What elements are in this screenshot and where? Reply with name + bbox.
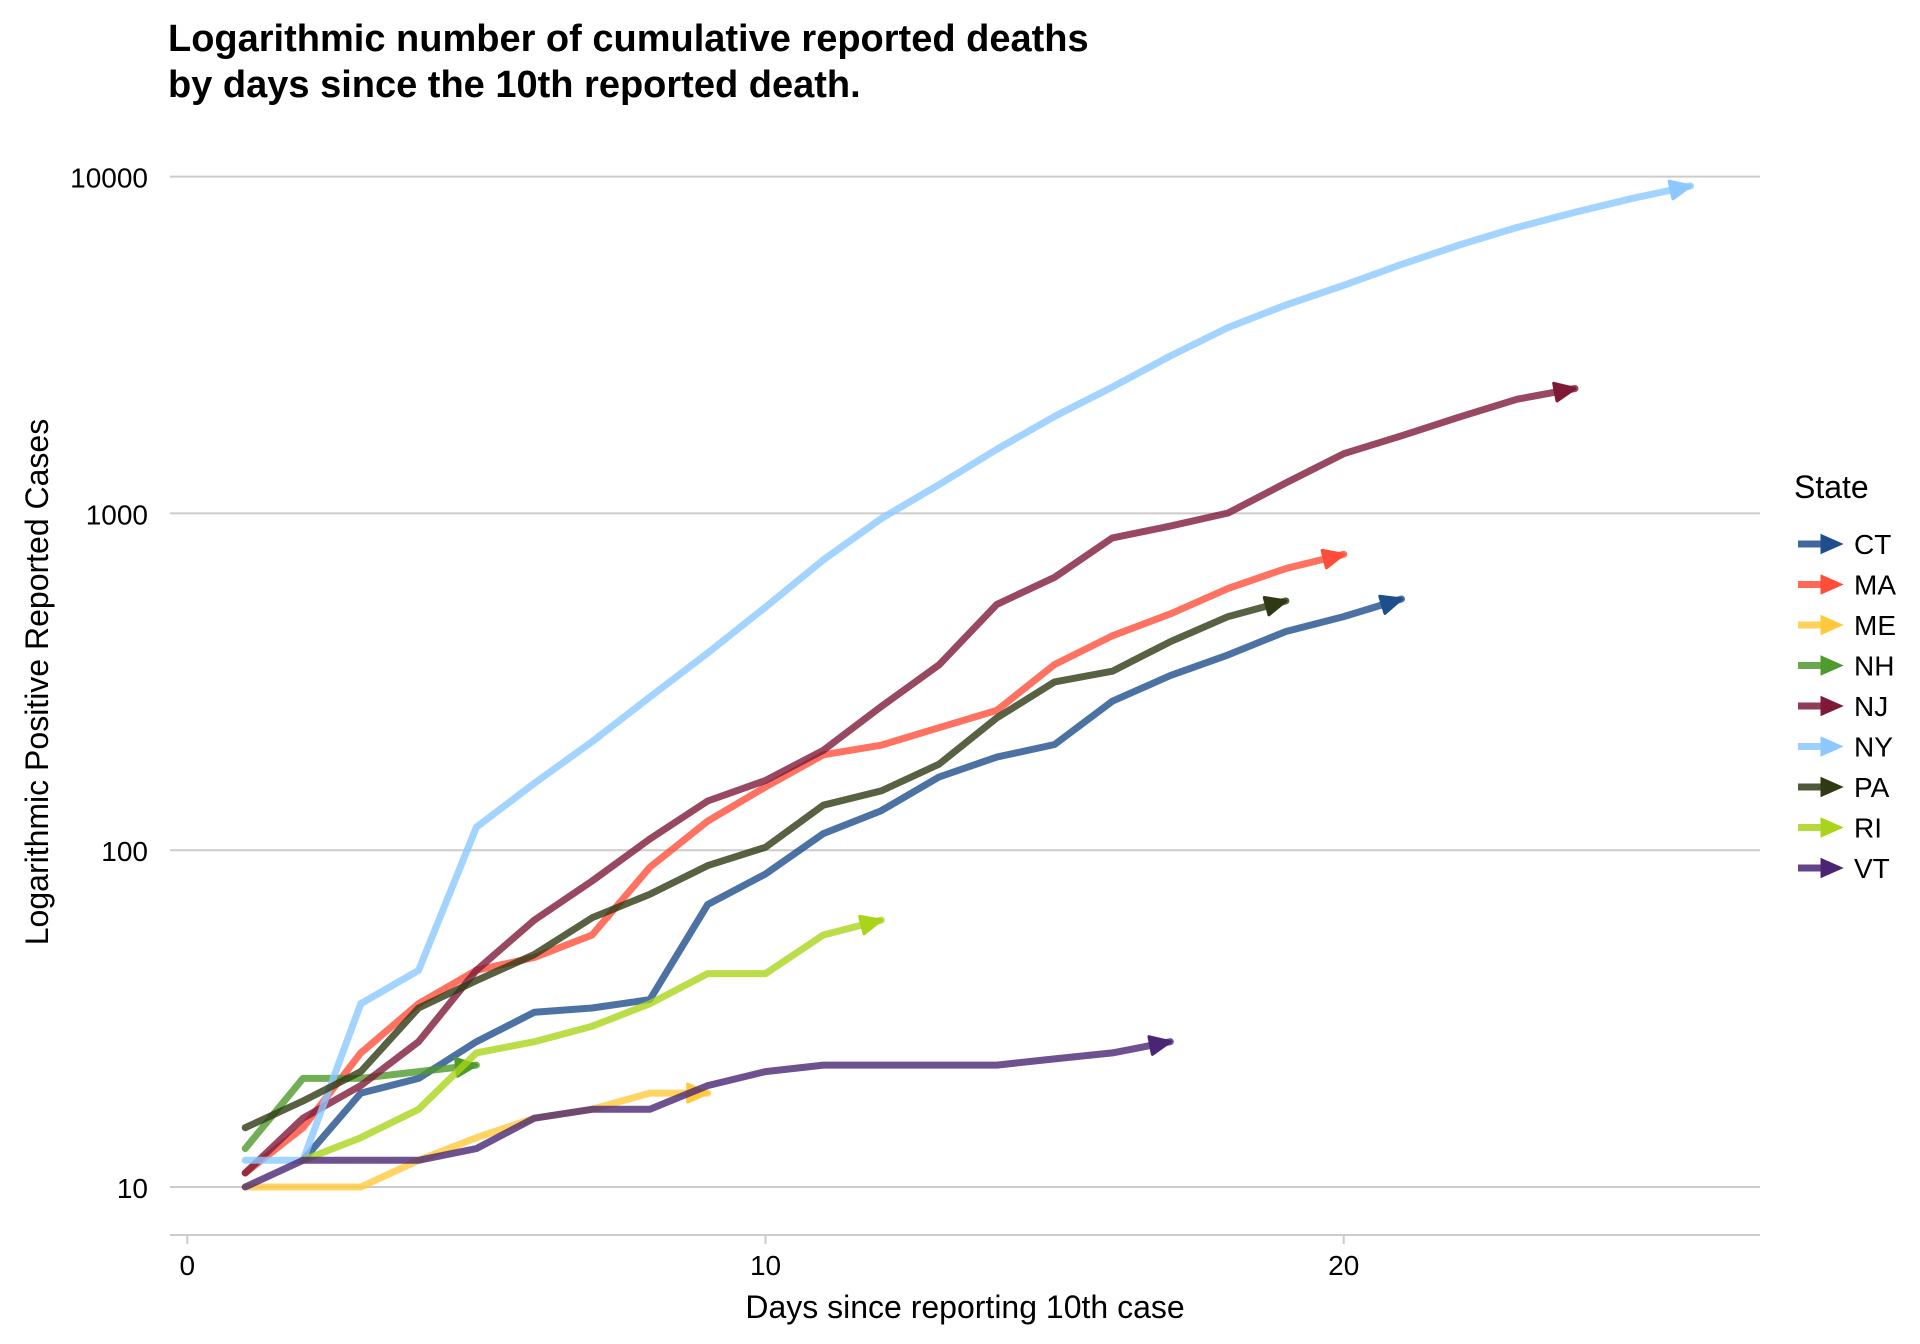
chart-title-line-2: by days since the 10th reported death. <box>168 64 861 106</box>
series-line-ny <box>241 182 1695 1164</box>
legend-arrow-vt <box>1820 857 1844 879</box>
legend-label-ct: CT <box>1854 529 1891 560</box>
y-tick-label-100: 100 <box>101 836 148 867</box>
x-axis-ticks: 0 10 20 <box>180 1235 1359 1281</box>
x-tick-label-10: 10 <box>750 1250 781 1281</box>
series-line-me <box>241 1089 712 1191</box>
y-tick-label-10000: 10000 <box>70 163 148 194</box>
legend-arrow-nh <box>1820 655 1844 676</box>
x-axis-label: Days since reporting 10th case <box>745 1289 1184 1325</box>
legend-arrow-ri <box>1820 817 1844 838</box>
legend: State CT MA ME NH NJ NY PA RI VT <box>1794 469 1896 884</box>
series-line-ri <box>299 916 885 1164</box>
legend-label-vt: VT <box>1854 853 1890 884</box>
legend-label-nh: NH <box>1854 651 1894 682</box>
legend-label-me: ME <box>1854 610 1896 641</box>
series-line-vt <box>241 1038 1174 1191</box>
series-arrow-vt <box>1147 1035 1172 1056</box>
series-arrow-ct <box>1378 594 1403 615</box>
legend-label-nj: NJ <box>1854 691 1888 722</box>
legend-arrow-ma <box>1820 574 1844 595</box>
series-line-pa <box>241 597 1290 1132</box>
legend-label-pa: PA <box>1854 772 1890 803</box>
series-arrow-ma <box>1320 548 1346 570</box>
series-arrow-nj <box>1552 381 1577 403</box>
legend-arrow-me <box>1820 614 1844 636</box>
series-line-nh <box>241 1061 480 1153</box>
chart-title: Logarithmic number of cumulative reporte… <box>168 16 1089 108</box>
legend-label-ma: MA <box>1854 570 1896 601</box>
series-line-ma <box>241 550 1348 1177</box>
chart-title-line-1: Logarithmic number of cumulative reporte… <box>168 18 1089 60</box>
series-line-ct <box>299 595 1405 1164</box>
series-lines <box>241 179 1695 1191</box>
legend-arrow-ct <box>1820 533 1844 555</box>
legend-label-ny: NY <box>1854 732 1893 763</box>
legend-arrow-pa <box>1820 776 1844 798</box>
y-tick-label-10: 10 <box>117 1173 148 1204</box>
y-axis-label: Logarithmic Positive Reported Cases <box>19 419 55 945</box>
legend-arrow-nj <box>1820 695 1844 717</box>
gridlines <box>170 175 1760 1188</box>
series-arrow-ri <box>858 914 883 936</box>
legend-arrow-ny <box>1820 736 1844 757</box>
series-arrow-pa <box>1262 595 1288 617</box>
x-tick-label-20: 20 <box>1328 1250 1359 1281</box>
legend-title: State <box>1794 469 1869 505</box>
y-tick-label-1000: 1000 <box>86 499 148 530</box>
y-axis-ticks: 10 100 1000 10000 <box>70 163 148 1204</box>
x-tick-label-0: 0 <box>180 1250 196 1281</box>
series-arrow-ny <box>1667 179 1693 201</box>
legend-label-ri: RI <box>1854 813 1882 844</box>
